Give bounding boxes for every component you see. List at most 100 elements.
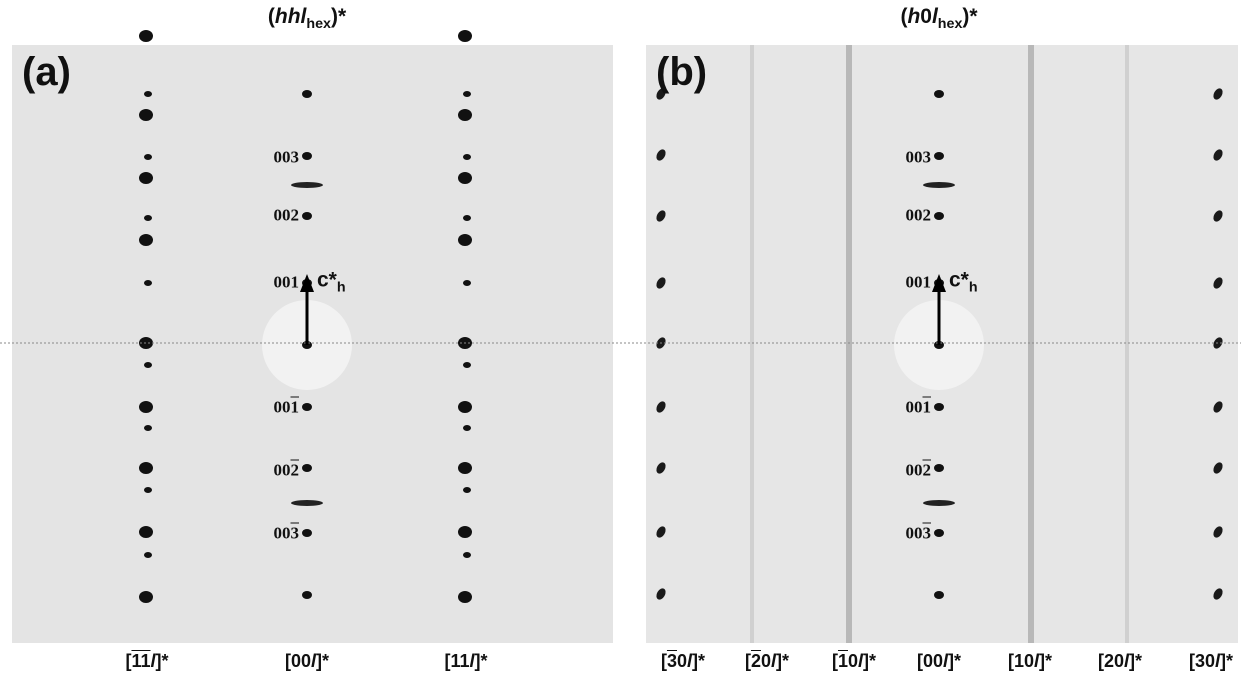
text-part: 2 [290,460,300,480]
spot [750,45,754,643]
spot [139,526,153,538]
row-label: [00l]* [917,652,961,670]
text-part: 00 [905,523,923,543]
text-part: ]* [1039,651,1053,671]
spot [923,500,955,506]
text-part: ]* [948,651,962,671]
text-part: [ [125,651,132,671]
text-part: h [336,279,346,296]
row-label: [11l]* [444,652,487,670]
text-part: l [469,651,475,671]
arrow-b [932,274,946,345]
text-part: hex [306,15,331,32]
text-part: 003 [905,147,932,167]
text-part: [ [744,651,751,671]
text-part: c* [317,268,337,292]
spot [458,401,472,413]
spot [144,154,152,160]
text-part: 1 [837,651,848,671]
spot [1213,210,1223,222]
spot [934,529,944,537]
axis-label: c*h [317,269,346,294]
text-part: l [943,651,949,671]
arrow-a [300,274,314,345]
panel-letter: (a) [22,50,71,94]
spot [458,526,472,538]
reflection-label: 002 [906,207,932,224]
text-part: [30 [1188,651,1215,671]
text-part: hex [937,15,963,32]
reflection-label: 001 [906,399,932,416]
text-part: 001 [905,272,932,292]
spot [291,182,323,188]
text-part: 00 [273,523,291,543]
spot [139,109,153,121]
spot [302,529,312,537]
text-part: ]* [1220,651,1234,671]
text-part: [11 [444,651,470,671]
spot [458,462,472,474]
spot [139,462,153,474]
row-label: [20l]* [1098,652,1142,670]
text-part: 0 [676,651,688,671]
spot [934,212,944,220]
text-part: 2 [750,651,761,671]
axis-label: c*h [949,269,978,294]
panel-letter: (b) [656,50,708,94]
text-part: l [311,651,317,671]
text-part: 001 [273,272,300,292]
spot [139,401,153,413]
text-part: [ [660,651,667,671]
reflection-label: 003 [274,149,300,166]
spot [1213,462,1223,474]
spot [656,149,666,161]
text-part: l [687,651,693,671]
row-label: [20l]* [745,652,789,670]
spot [458,172,472,184]
spot [934,90,944,98]
text-part: ]* [863,651,877,671]
text-part: [00 [916,651,943,671]
text-part: 1 [140,651,151,671]
text-part: 2 [922,460,932,480]
spot [1213,149,1223,161]
spot [458,591,472,603]
spot [656,462,666,474]
spot [139,591,153,603]
text-part: 002 [273,205,300,225]
text-part: c* [949,268,969,292]
row-label: [30l]* [661,652,705,670]
spot [302,464,312,472]
spot [144,362,152,368]
panel-title: (hhlhex)* [268,6,346,31]
text-part: 0 [760,651,772,671]
spot [291,500,323,506]
spot [458,30,472,42]
row-label: [10l]* [1008,652,1052,670]
text-part: 1 [922,397,932,417]
spot [656,88,666,100]
spot [463,91,471,97]
text-part: ( [900,5,908,28]
text-part: h [968,279,978,296]
spot [934,464,944,472]
text-part: [10 [1007,651,1034,671]
text-part: 1 [290,397,300,417]
text-part: 0 [847,651,859,671]
spot [144,552,152,558]
spot [1125,45,1129,643]
reflection-label: 002 [906,462,932,479]
text-part: ]* [1129,651,1143,671]
text-part: hhl [274,5,307,28]
spot [139,172,153,184]
spot [656,401,666,413]
spot [1213,88,1223,100]
text-part: l [1124,651,1130,671]
spot [934,152,944,160]
spot [144,215,152,221]
row-label: [00l]* [285,652,329,670]
spot [463,552,471,558]
row-label: [30l]* [1189,652,1233,670]
